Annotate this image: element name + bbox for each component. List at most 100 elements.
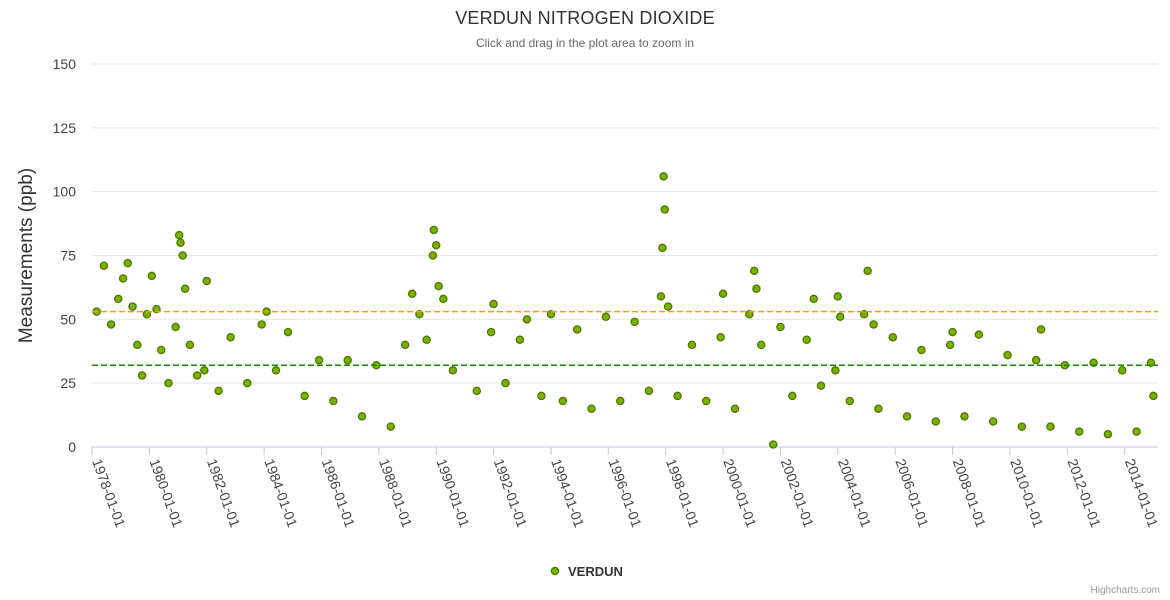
data-point[interactable] — [558, 396, 568, 406]
data-point[interactable] — [106, 320, 116, 329]
data-point[interactable] — [835, 312, 845, 322]
data-point[interactable] — [749, 266, 759, 276]
data-point[interactable] — [257, 320, 266, 329]
data-point[interactable] — [137, 371, 147, 380]
data-point[interactable] — [1089, 358, 1098, 367]
data-point[interactable] — [429, 225, 439, 235]
data-point[interactable] — [730, 404, 740, 413]
data-point[interactable] — [415, 309, 424, 319]
data-point[interactable] — [701, 396, 711, 406]
data-point[interactable] — [1074, 427, 1084, 436]
data-point[interactable] — [863, 266, 872, 276]
data-point[interactable] — [180, 284, 190, 293]
data-point[interactable] — [1036, 325, 1046, 334]
data-point[interactable] — [809, 294, 819, 304]
data-point[interactable] — [948, 327, 957, 337]
data-point[interactable] — [123, 258, 132, 268]
data-point[interactable] — [1146, 358, 1156, 367]
data-point[interactable] — [816, 381, 826, 390]
data-point[interactable] — [673, 391, 682, 401]
data-point[interactable] — [300, 391, 309, 401]
data-point[interactable] — [176, 238, 185, 247]
data-point[interactable] — [152, 304, 161, 314]
data-point[interactable] — [1031, 355, 1041, 365]
data-point[interactable] — [718, 289, 728, 299]
data-point[interactable] — [960, 412, 969, 421]
data-point[interactable] — [99, 261, 109, 270]
data-point[interactable] — [329, 396, 338, 406]
data-point[interactable] — [439, 294, 448, 304]
data-point[interactable] — [174, 230, 184, 240]
data-point[interactable] — [343, 355, 352, 365]
data-point[interactable] — [546, 309, 556, 319]
data-point[interactable] — [1149, 391, 1158, 401]
data-point[interactable] — [164, 378, 173, 388]
legend-item-verdun[interactable]: VERDUN — [550, 564, 623, 579]
data-point[interactable] — [271, 366, 281, 375]
data-point[interactable] — [888, 332, 898, 342]
data-point[interactable] — [587, 404, 596, 413]
data-point[interactable] — [192, 371, 202, 380]
data-point[interactable] — [917, 345, 926, 355]
data-point[interactable] — [1132, 427, 1141, 436]
data-point[interactable] — [314, 355, 324, 365]
data-point[interactable] — [128, 302, 137, 311]
data-point[interactable] — [147, 271, 157, 281]
data-point[interactable] — [974, 330, 984, 339]
data-point[interactable] — [1003, 350, 1012, 360]
data-point[interactable] — [133, 340, 142, 350]
data-point[interactable] — [802, 335, 811, 345]
credits-link[interactable]: Highcharts.com — [1090, 585, 1160, 596]
data-point[interactable] — [644, 386, 654, 396]
data-point[interactable] — [656, 292, 666, 301]
data-point[interactable] — [243, 378, 252, 388]
data-point[interactable] — [537, 391, 546, 401]
data-point[interactable] — [501, 378, 510, 388]
data-point[interactable] — [142, 309, 152, 319]
data-point[interactable] — [745, 309, 754, 319]
data-point[interactable] — [422, 335, 431, 345]
data-point[interactable] — [931, 417, 940, 426]
data-point[interactable] — [1118, 366, 1127, 375]
data-point[interactable] — [831, 366, 840, 375]
data-point[interactable] — [157, 345, 166, 355]
data-point[interactable] — [489, 299, 498, 309]
data-point[interactable] — [400, 340, 410, 350]
data-point[interactable] — [859, 309, 869, 319]
data-point[interactable] — [428, 251, 438, 260]
data-point[interactable] — [357, 412, 367, 421]
data-point[interactable] — [1103, 429, 1113, 439]
data-point[interactable] — [434, 281, 443, 291]
data-point[interactable] — [945, 340, 955, 350]
data-point[interactable] — [283, 327, 293, 337]
data-point[interactable] — [200, 366, 209, 375]
data-point[interactable] — [448, 366, 458, 375]
data-point[interactable] — [1017, 422, 1027, 431]
data-point[interactable] — [572, 325, 582, 334]
data-point[interactable] — [776, 322, 785, 332]
data-point[interactable] — [756, 340, 766, 350]
data-point[interactable] — [660, 205, 670, 214]
data-point[interactable] — [214, 386, 223, 396]
data-point[interactable] — [486, 327, 496, 337]
data-point[interactable] — [431, 241, 441, 250]
data-point[interactable] — [515, 335, 525, 345]
data-point[interactable] — [716, 332, 725, 342]
data-point[interactable] — [171, 322, 180, 332]
data-point[interactable] — [226, 332, 235, 342]
data-point[interactable] — [1046, 422, 1055, 431]
data-point[interactable] — [687, 340, 697, 350]
series-verdun[interactable] — [92, 172, 1158, 449]
data-point[interactable] — [185, 340, 195, 350]
data-point[interactable] — [902, 412, 912, 421]
data-point[interactable] — [472, 386, 482, 396]
data-point[interactable] — [768, 440, 778, 449]
data-point[interactable] — [601, 312, 611, 322]
data-point[interactable] — [522, 315, 532, 324]
data-point[interactable] — [869, 320, 878, 329]
data-point[interactable] — [630, 317, 639, 327]
data-point[interactable] — [658, 243, 667, 253]
data-point[interactable] — [874, 404, 883, 413]
data-point[interactable] — [202, 276, 211, 286]
